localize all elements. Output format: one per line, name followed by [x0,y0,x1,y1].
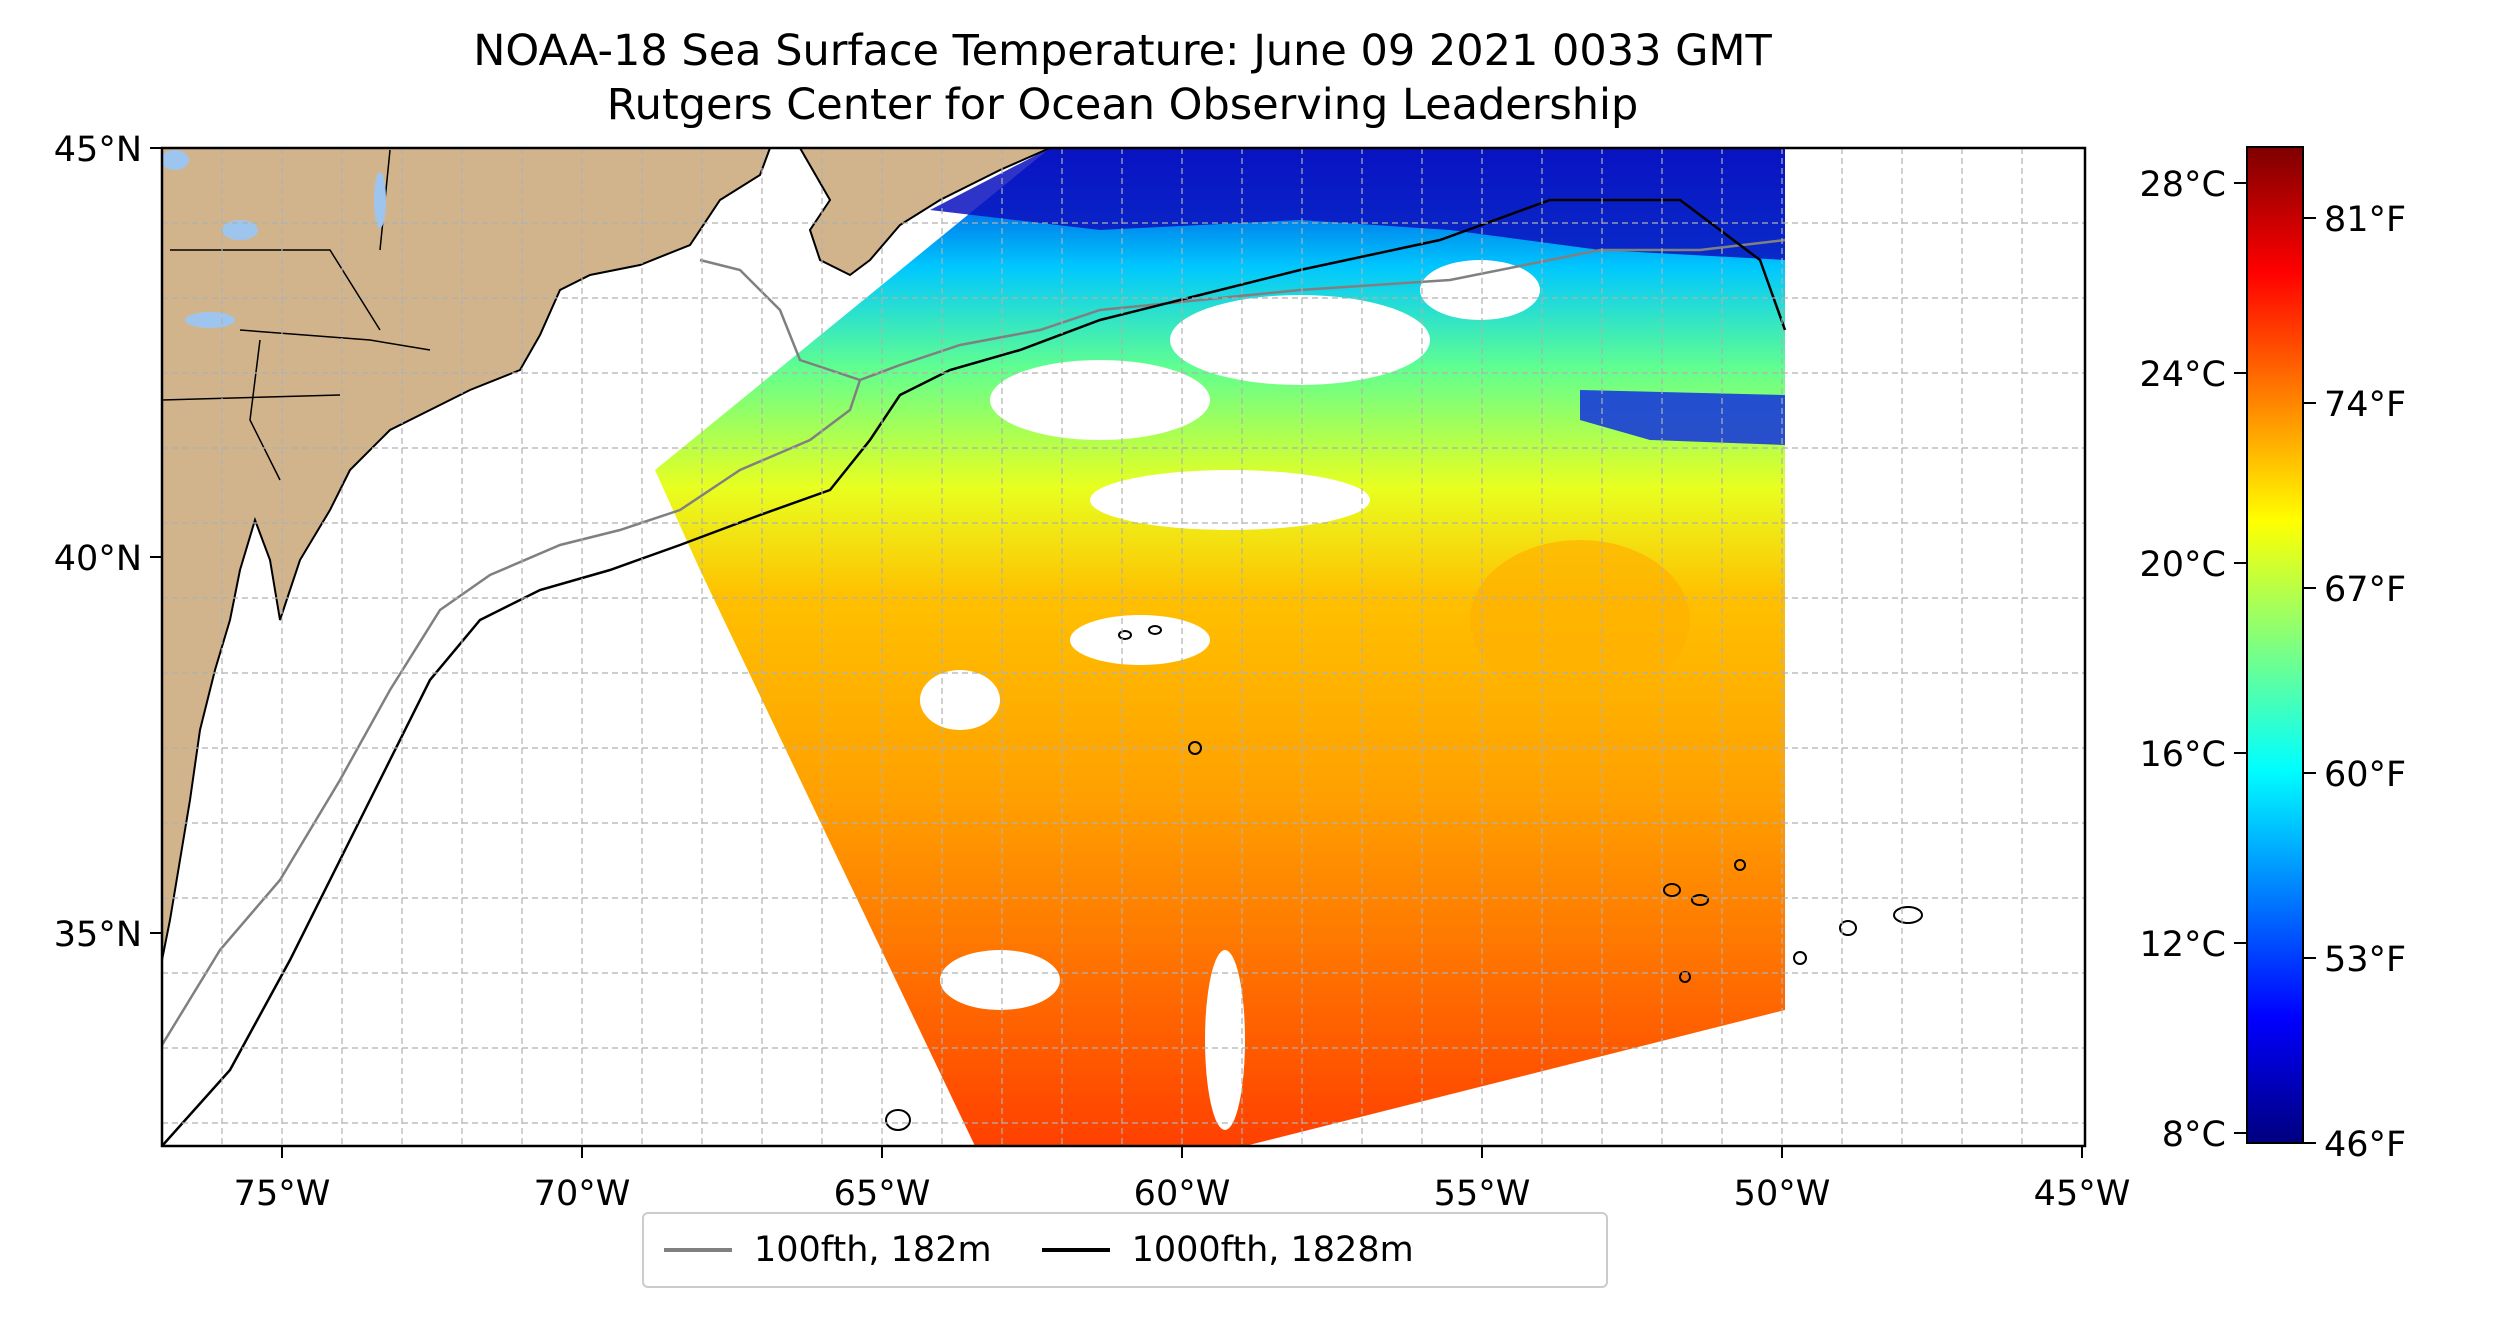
lon-tick-label: 60°W [1134,1174,1231,1214]
map-title: NOAA-18 Sea Surface Temperature: June 09… [160,24,2085,132]
cloud-mask [920,260,1540,1130]
nova-scotia [798,148,1051,277]
celsius-tick-label: 20°C [2140,545,2226,585]
legend-line-black [1041,1248,1110,1252]
lon-tick-label: 50°W [1734,1174,1831,1214]
celsius-tick-label: 28°C [2140,165,2226,205]
lon-axis: 75°W 70°W 65°W 60°W 55°W 50°W 45°W [234,1146,2131,1214]
colorbar-celsius-ticks: 28°C 24°C 20°C 16°C 12°C 8°C [2140,165,2246,1155]
map-border [160,146,2087,1148]
lat-tick-label: 35°N [54,915,142,955]
lon-tick-label: 65°W [834,1174,931,1214]
legend-entry-1000fth: 1000fth, 1828m [1041,1230,1414,1270]
celsius-tick-label: 12°C [2140,925,2226,965]
sst-colorbar [2246,146,2304,1144]
lon-tick-label: 55°W [1434,1174,1531,1214]
celsius-tick-label: 16°C [2140,735,2226,775]
legend-label: 100fth, 182m [754,1230,992,1270]
legend-entry-100fth: 100fth, 182m [664,1230,992,1270]
lat-tick-label: 40°N [54,539,142,579]
fahrenheit-tick-label: 46°F [2324,1125,2406,1165]
fahrenheit-tick-label: 60°F [2324,755,2406,795]
lon-tick-label: 45°W [2034,1174,2131,1214]
map-gridlines [162,148,2085,1146]
cold-water-region [930,148,1785,260]
fahrenheit-tick-label: 81°F [2324,200,2406,240]
lakes [162,150,386,328]
lat-axis: 45°N 40°N 35°N [54,130,162,955]
state-boundaries [162,149,431,481]
fahrenheit-tick-label: 74°F [2324,385,2406,425]
title-line-2: Rutgers Center for Ocean Observing Leade… [606,80,1639,130]
warm-eddy [1470,540,1690,700]
sst-swath [655,148,1785,1146]
legend-label: 1000fth, 1828m [1131,1230,1414,1270]
fahrenheit-tick-label: 53°F [2324,940,2406,980]
isobath-100fth [162,238,1786,1046]
celsius-tick-label: 8°C [2162,1115,2226,1155]
lon-tick-label: 75°W [234,1174,331,1214]
legend-line-gray [664,1248,732,1252]
isobath-legend: 100fth, 182m 1000fth, 1828m [642,1212,1608,1288]
celsius-tick-label: 24°C [2140,355,2226,395]
seamount-contours [885,625,1923,1131]
isobath-1000fth [162,198,1787,1146]
title-line-1: NOAA-18 Sea Surface Temperature: June 09… [473,26,1772,76]
land-mass [162,148,772,961]
lat-tick-label: 45°N [54,130,142,170]
lon-tick-label: 70°W [534,1174,631,1214]
colorbar-fahrenheit-ticks: 81°F 74°F 67°F 60°F 53°F 46°F [2304,200,2406,1165]
fahrenheit-tick-label: 67°F [2324,570,2406,610]
cold-eddy-region [1580,390,1785,445]
